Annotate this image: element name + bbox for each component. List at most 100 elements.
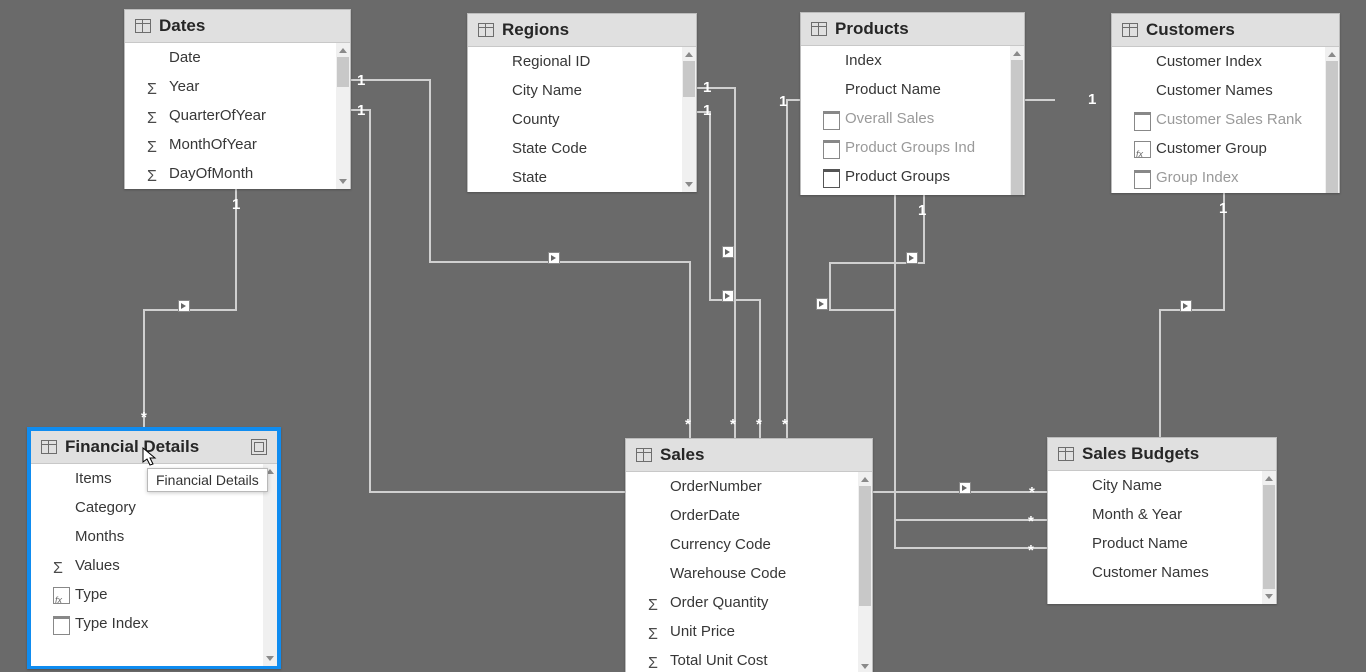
- field-label: OrderNumber: [670, 478, 762, 495]
- field-row[interactable]: OrderNumber: [626, 472, 858, 501]
- scrollbar[interactable]: [263, 464, 277, 666]
- field-row[interactable]: Currency Code: [626, 530, 858, 559]
- field-label: Index: [845, 52, 882, 69]
- scroll-up-icon[interactable]: [682, 47, 696, 61]
- table-header[interactable]: Customers: [1112, 14, 1339, 47]
- scroll-down-icon[interactable]: [682, 178, 696, 192]
- field-row[interactable]: Customer Names: [1112, 76, 1325, 105]
- table-products[interactable]: Products Index Product Name Overall Sales Pr…: [800, 12, 1025, 195]
- scroll-thumb[interactable]: [1263, 485, 1275, 589]
- table-header[interactable]: Sales Budgets: [1048, 438, 1276, 471]
- scrollbar[interactable]: [858, 472, 872, 672]
- scroll-down-icon[interactable]: [858, 660, 872, 672]
- field-row[interactable]: Month & Year: [1048, 500, 1262, 529]
- field-row[interactable]: Total Unit Cost: [626, 646, 858, 672]
- field-row[interactable]: Group Index: [1112, 163, 1325, 192]
- scroll-thumb[interactable]: [1326, 61, 1338, 193]
- field-row[interactable]: Category: [31, 493, 263, 522]
- scrollbar[interactable]: [1262, 471, 1276, 604]
- field-row[interactable]: Customer Names: [1048, 558, 1262, 587]
- sigma-icon: [648, 624, 663, 639]
- field-row[interactable]: Product Groups Ind: [801, 133, 1010, 162]
- field-row[interactable]: OrderDate: [626, 501, 858, 530]
- field-row[interactable]: Year: [125, 72, 336, 101]
- table-budgets[interactable]: Sales BudgetsCity NameMonth & YearProduc…: [1047, 437, 1277, 604]
- table-icon: [41, 440, 57, 454]
- field-row[interactable]: City Name: [1048, 471, 1262, 500]
- scroll-down-icon[interactable]: [263, 652, 277, 666]
- scroll-up-icon[interactable]: [1262, 471, 1276, 485]
- fx-icon: [53, 587, 70, 604]
- model-canvas[interactable]: 111111111********DatesDateYearQuarterOfY…: [0, 0, 1366, 672]
- field-label: Date: [169, 49, 201, 66]
- field-row[interactable]: Index: [801, 46, 1010, 75]
- table-sales[interactable]: Sales OrderNumber OrderDate Currency CodeWa…: [625, 438, 873, 672]
- scrollbar[interactable]: [1010, 46, 1024, 195]
- table-customers[interactable]: CustomersCustomer IndexCustomer NamesCus…: [1111, 13, 1340, 193]
- table-header[interactable]: Financial Details: [31, 431, 277, 464]
- scroll-thumb[interactable]: [683, 61, 695, 97]
- scroll-down-icon[interactable]: [1262, 590, 1276, 604]
- scroll-thumb[interactable]: [1011, 60, 1023, 195]
- field-row[interactable]: County: [468, 105, 682, 134]
- table-financial[interactable]: Financial Details Items CategoryMonthsValu…: [27, 427, 281, 669]
- sigma-icon: [147, 166, 162, 181]
- field-row[interactable]: DayOfMonth: [125, 159, 336, 188]
- table-icon: [1058, 447, 1074, 461]
- field-label: Total Unit Cost: [670, 652, 768, 669]
- field-row[interactable]: Date: [125, 43, 336, 72]
- scrollbar[interactable]: [336, 43, 350, 189]
- field-row[interactable]: Customer Sales Rank: [1112, 105, 1325, 134]
- field-label: OrderDate: [670, 507, 740, 524]
- scrollbar[interactable]: [1325, 47, 1339, 193]
- scroll-thumb[interactable]: [337, 57, 349, 87]
- table-header[interactable]: Dates: [125, 10, 350, 43]
- field-row[interactable]: Type Index: [31, 609, 263, 638]
- calc-column-icon: [1134, 112, 1151, 131]
- field-row[interactable]: Product Groups: [801, 162, 1010, 191]
- scroll-down-icon[interactable]: [336, 175, 350, 189]
- field-row[interactable]: Type: [31, 580, 263, 609]
- table-regions[interactable]: RegionsRegional IDCity NameCounty State C…: [467, 13, 697, 192]
- field-row[interactable]: State: [468, 163, 682, 192]
- scrollbar[interactable]: [682, 47, 696, 192]
- table-body: Regional IDCity NameCounty State Code Stat…: [468, 47, 696, 192]
- cardinality-label: *: [730, 416, 736, 433]
- relationship-direction-icon: [722, 246, 734, 258]
- scroll-up-icon[interactable]: [858, 472, 872, 486]
- scroll-up-icon[interactable]: [336, 43, 350, 57]
- field-row[interactable]: Product Name: [1048, 529, 1262, 558]
- field-row[interactable]: Order Quantity: [626, 588, 858, 617]
- field-row[interactable]: Customer Index: [1112, 47, 1325, 76]
- field-row[interactable]: Values: [31, 551, 263, 580]
- scroll-up-icon[interactable]: [1325, 47, 1339, 61]
- cardinality-label: 1: [1088, 91, 1096, 108]
- scroll-thumb[interactable]: [859, 486, 871, 606]
- field-row[interactable]: MonthOfYear: [125, 130, 336, 159]
- field-row[interactable]: Product Name: [801, 75, 1010, 104]
- table-header[interactable]: Products: [801, 13, 1024, 46]
- field-row[interactable]: Months: [31, 522, 263, 551]
- sigma-icon: [648, 595, 663, 610]
- field-label: State: [512, 169, 547, 186]
- cardinality-label: *: [782, 416, 788, 433]
- field-row[interactable]: City Name: [468, 76, 682, 105]
- tooltip: Financial Details: [147, 468, 268, 492]
- field-row[interactable]: Warehouse Code: [626, 559, 858, 588]
- table-dates[interactable]: Dates Date YearQuarterOfYearMonthOfYearDay…: [124, 9, 351, 189]
- field-row[interactable]: Unit Price: [626, 617, 858, 646]
- relationship-direction-icon: [959, 482, 971, 494]
- field-row[interactable]: State Code: [468, 134, 682, 163]
- table-header[interactable]: Regions: [468, 14, 696, 47]
- field-row[interactable]: Customer Group: [1112, 134, 1325, 163]
- field-row[interactable]: QuarterOfYear: [125, 101, 336, 130]
- field-label: Order Quantity: [670, 594, 768, 611]
- scroll-up-icon[interactable]: [1010, 46, 1024, 60]
- field-label: State Code: [512, 140, 587, 157]
- field-label: Items: [75, 470, 112, 487]
- field-row[interactable]: Overall Sales: [801, 104, 1010, 133]
- cardinality-label: *: [1029, 484, 1035, 501]
- table-header[interactable]: Sales: [626, 439, 872, 472]
- field-row[interactable]: Regional ID: [468, 47, 682, 76]
- field-label: Overall Sales: [845, 110, 934, 127]
